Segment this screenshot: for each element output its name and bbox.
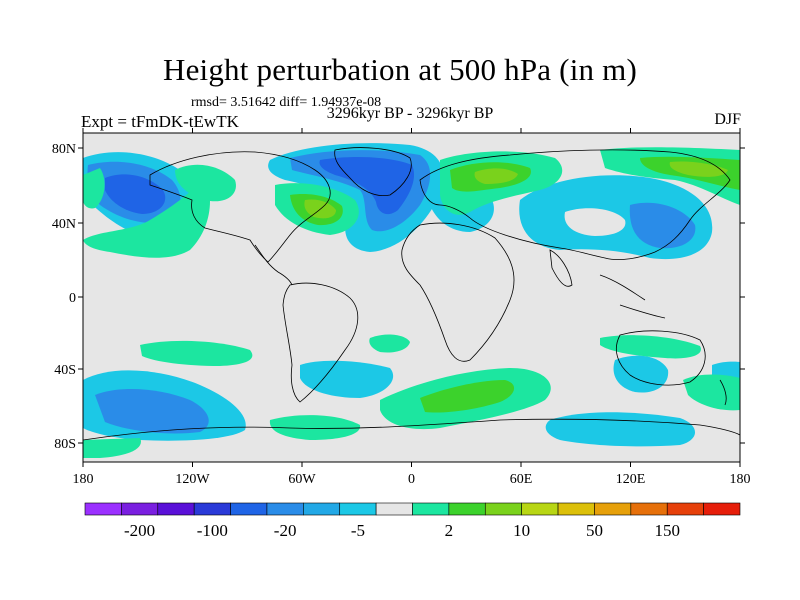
colorbar-swatch: [375, 502, 413, 516]
colorbar-label: -100: [197, 521, 228, 540]
colorbar-swatch: [484, 502, 522, 516]
contour-region: [564, 208, 626, 236]
colorbar-swatch: [703, 502, 741, 516]
colorbar-label: 150: [654, 521, 680, 540]
contour-region: [175, 164, 236, 202]
longitude-axis: 180 120W 60W 0 60E 120E 180: [73, 128, 751, 487]
lat-tick-label: 40N: [52, 217, 76, 232]
contour-region: [669, 161, 728, 177]
colorbar-swatch: [666, 502, 704, 516]
contour-region: [83, 168, 105, 209]
contour-region: [140, 340, 253, 366]
contour-region: [95, 388, 209, 434]
contour-region: [300, 360, 394, 398]
colorbar-swatch: [121, 502, 159, 516]
colorbar-swatch: [594, 502, 632, 516]
lat-tick-label: 80S: [54, 437, 76, 452]
lat-tick-label: 40S: [54, 363, 76, 378]
coastlines: [83, 147, 740, 441]
colorbar-label: 50: [586, 521, 603, 540]
contour-region: [629, 202, 696, 249]
lon-tick-label: 60E: [510, 472, 533, 487]
lon-tick-label: 180: [73, 472, 94, 487]
contour-region: [545, 412, 695, 447]
colorbar-label: 2: [445, 521, 454, 540]
contour-region: [600, 335, 701, 359]
lon-tick-label: 180: [730, 472, 751, 487]
colorbar-swatch: [230, 502, 268, 516]
colorbar-swatch: [412, 502, 450, 516]
contour-fields: [83, 143, 740, 458]
contour-region: [420, 380, 515, 413]
contour-region: [269, 415, 361, 440]
lon-tick-label: 120E: [616, 472, 646, 487]
contour-region: [369, 334, 410, 353]
season-label: DJF: [714, 111, 741, 128]
colorbar-swatch: [157, 502, 195, 516]
lat-tick-label: 80N: [52, 142, 76, 157]
contour-region: [83, 438, 141, 458]
lat-tick-label: 0: [69, 291, 76, 306]
plot-title: Height perturbation at 500 hPa (in m): [162, 52, 638, 87]
lon-tick-label: 60W: [288, 472, 316, 487]
colorbar-swatch: [339, 502, 377, 516]
colorbar-swatch: [266, 502, 304, 516]
colorbar-swatch: [557, 502, 595, 516]
colorbar-swatch: [303, 502, 341, 516]
colorbar-swatch: [630, 502, 668, 516]
contour-region: [613, 355, 669, 393]
colorbar-label: -200: [124, 521, 155, 540]
period-label: 3296kyr BP - 3296kyr BP: [326, 105, 494, 122]
contour-region: [474, 168, 518, 184]
rmsd-stats: rmsd= 3.51642 diff= 1.94937e-08: [191, 95, 382, 110]
contour-region: [83, 175, 210, 258]
colorbar-label: -20: [274, 521, 297, 540]
colorbar: -200 -100 -20 -5 2 10 50 150: [84, 502, 741, 540]
lon-tick-label: 120W: [175, 472, 210, 487]
latitude-axis: 80N 40N 0 40S 80S: [52, 142, 745, 452]
colorbar-swatch: [521, 502, 559, 516]
colorbar-swatch: [193, 502, 231, 516]
lon-tick-label: 0: [408, 472, 415, 487]
experiment-label: Expt = tFmDK-tEwTK: [81, 112, 239, 131]
colorbar-label: 10: [513, 521, 530, 540]
colorbar-swatch: [448, 502, 486, 516]
colorbar-label: -5: [351, 521, 365, 540]
colorbar-swatch: [84, 502, 122, 516]
